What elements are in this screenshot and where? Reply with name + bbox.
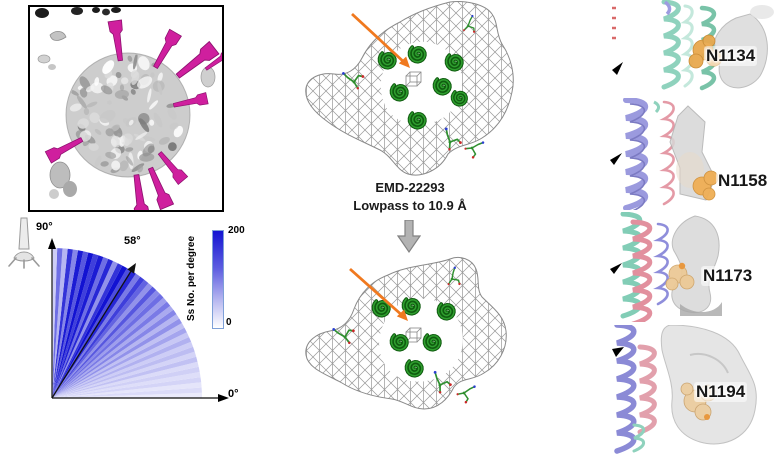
- helix-teal: [620, 212, 643, 319]
- cube-density: [405, 71, 422, 87]
- colorbar-max-label: 200: [228, 225, 245, 236]
- colorbar-min-label: 0: [226, 317, 232, 328]
- emd-caption: EMD-22293 Lowpass to 10.9 Å: [320, 179, 500, 214]
- density-surface-shade: [680, 302, 722, 316]
- alpha-helices: [377, 45, 468, 130]
- virion-map-image: [35, 7, 222, 210]
- virion-map-panel: [28, 5, 224, 212]
- spike-side-view-icon: [8, 217, 40, 269]
- glycan-panel-n1173-image: [610, 212, 722, 322]
- helix-teal-fragment: [632, 423, 646, 453]
- ribbon-pink: [659, 100, 675, 206]
- glycan-label-n1134: N1134: [704, 46, 758, 66]
- density-surface: [671, 215, 720, 314]
- virion-body: [65, 52, 191, 178]
- helix-pink: [630, 219, 653, 322]
- fan-peak-label: 58°: [124, 235, 141, 247]
- peak-angle-arrow: [51, 263, 136, 399]
- caption-line2: Lowpass to 10.9 Å: [353, 197, 467, 213]
- colorbar: [212, 230, 224, 329]
- fan-chart-svg: [48, 238, 229, 402]
- mesh-panel-bottom: [305, 256, 507, 410]
- glycan-panel-n1158-image: [610, 98, 719, 210]
- ribbon-fragment: [612, 6, 616, 40]
- alpha-helices: [371, 297, 456, 378]
- helix-purple: [614, 325, 637, 454]
- glycan-density: [704, 414, 710, 420]
- glycan-panel-n1134-image: [612, 0, 774, 91]
- helix-teal: [661, 0, 681, 90]
- top-edge-fragments: [35, 7, 121, 70]
- helix-purple-fragment: [663, 0, 672, 16]
- density-surface-shade: [689, 353, 729, 374]
- pointer-arrow-icon: [612, 347, 624, 357]
- caption-line1: EMD-22293: [375, 180, 445, 195]
- side-fragments: [49, 48, 222, 199]
- glycan-density: [665, 264, 695, 291]
- pointer-arrow-icon: [610, 153, 622, 165]
- glycan-sticks: [454, 383, 477, 405]
- fan-wedges: [52, 248, 202, 398]
- mesh-open-center: [379, 298, 463, 382]
- density-surface: [750, 5, 774, 19]
- orange-arrow-icon: [351, 12, 410, 68]
- ribbon-purple: [653, 222, 669, 306]
- helix-purple-shade: [629, 103, 646, 210]
- glycan-label-n1158: N1158: [716, 171, 770, 191]
- fan-90-label: 90°: [36, 221, 53, 233]
- fan-0-label: 0°: [228, 388, 239, 400]
- helix-teal-fragment: [653, 100, 661, 114]
- down-arrow-icon: [397, 220, 421, 254]
- glycan-label-n1173: N1173: [701, 266, 755, 286]
- glycan-density: [678, 262, 686, 270]
- helix-pink: [637, 344, 657, 435]
- fan-axes: [48, 238, 229, 402]
- orange-arrow-icon: [349, 267, 408, 321]
- colorbar-title: Ss No. per degree: [186, 235, 197, 322]
- helix-purple: [623, 98, 649, 210]
- glycan-density: [692, 170, 719, 201]
- helix-teal-light: [680, 4, 694, 88]
- mesh-panel-top: [305, 1, 514, 176]
- pointer-arrow-icon: [612, 62, 623, 75]
- pointer-arrow-icon: [610, 263, 622, 274]
- glycan-label-n1194: N1194: [694, 382, 748, 402]
